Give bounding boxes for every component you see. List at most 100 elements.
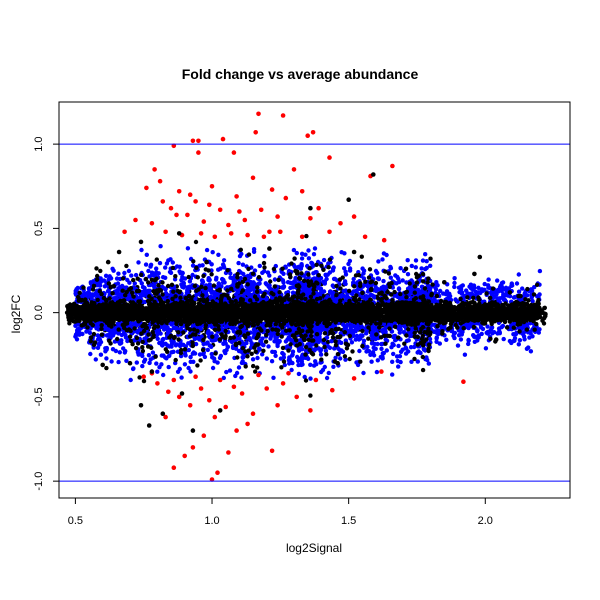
data-point [318,348,323,354]
data-point [389,345,394,350]
data-point [215,360,220,365]
data-point [177,264,182,269]
data-point [441,291,446,296]
data-point [146,353,152,358]
data-point [126,268,132,274]
data-point [147,360,152,366]
data-point [221,375,226,381]
data-point [262,269,267,274]
data-point [303,348,309,353]
data-point [154,266,159,271]
data-point [528,349,534,354]
data-point [376,259,381,264]
data-point [306,256,312,261]
data-point [530,298,535,304]
data-point [452,276,457,281]
data-point [374,369,380,375]
data-point [236,365,242,370]
data-point [104,333,110,338]
data-point [434,336,439,341]
data-point [356,337,362,342]
data-point [312,246,318,251]
data-point [486,277,491,282]
data-point [384,348,389,353]
data-point [482,281,487,287]
data-point [239,375,244,380]
data-point [360,266,365,271]
data-point [290,290,296,295]
data-point [187,279,193,284]
data-point [296,362,301,368]
data-point [489,325,495,330]
data-point [95,345,101,350]
data-point [415,359,420,364]
data-point [444,337,449,342]
data-point [329,339,334,344]
data-point [343,357,348,362]
data-point [186,365,191,371]
data-point [140,363,145,369]
data-point [294,250,299,256]
data-point [117,350,123,355]
data-point [116,271,121,276]
data-point [360,333,365,338]
data-point [458,337,464,342]
data-point [405,272,411,277]
data-point [281,284,287,289]
data-point [537,327,542,332]
data-point [332,276,338,282]
data-point [384,252,389,258]
data-point [193,341,199,347]
data-point [400,347,405,352]
data-point [510,283,515,288]
data-point [398,266,403,271]
data-point [349,340,355,345]
data-point [238,275,244,281]
data-point [124,358,129,363]
data-point [302,374,307,380]
data-point [537,268,543,274]
data-point [460,283,465,288]
data-point [479,331,484,337]
data-point [404,280,409,285]
data-point [304,292,309,297]
points-layer [64,111,548,482]
data-point [396,364,401,369]
data-point [250,357,256,362]
data-point [354,333,360,339]
data-point [227,368,233,373]
data-point [357,348,362,354]
data-point [272,277,278,282]
data-point [404,346,409,351]
data-point [173,343,179,348]
data-point [282,362,287,368]
data-point [361,276,367,281]
data-point [343,288,348,293]
data-point [205,347,210,353]
data-point [188,369,193,374]
data-point [123,332,128,338]
data-point [380,257,385,262]
data-point [163,265,168,270]
data-point [239,251,244,257]
data-point [300,347,305,352]
data-point [134,360,139,365]
data-point [321,257,327,263]
data-point [257,263,262,269]
data-point [516,272,521,277]
data-point [455,343,461,348]
data-point [381,321,387,327]
data-point [114,276,120,281]
data-point [438,288,443,294]
data-point [517,338,523,343]
data-point [326,370,331,376]
data-point [210,365,216,371]
data-point [210,250,215,255]
data-point [427,336,433,342]
data-point [308,362,313,367]
data-point [373,268,379,274]
data-point [381,278,386,284]
data-point [428,263,433,268]
data-point [132,281,137,286]
